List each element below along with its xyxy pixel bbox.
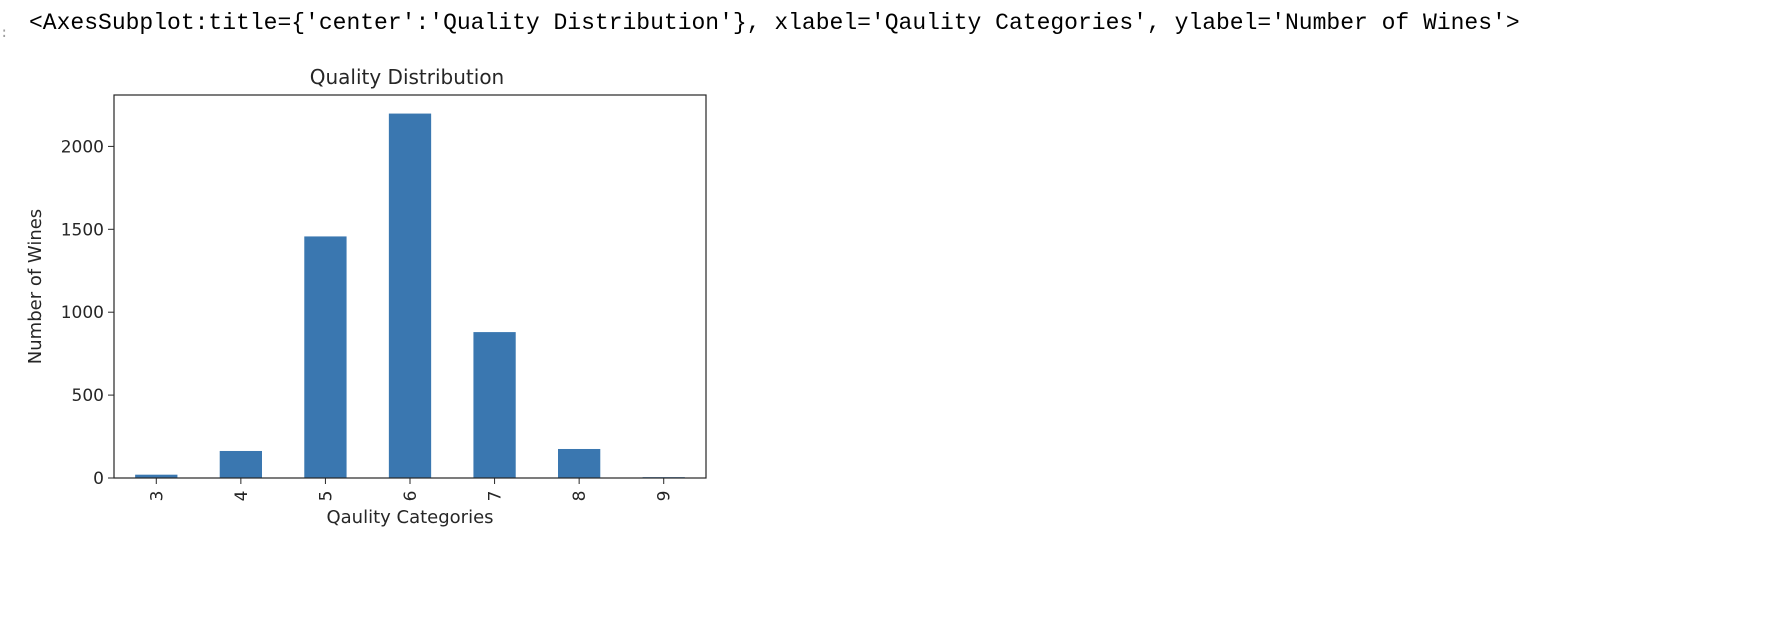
y-tick-label: 500	[72, 386, 104, 406]
bar-quality-8	[558, 448, 601, 478]
x-tick-label: 6	[401, 491, 421, 502]
bar-quality-6	[388, 113, 432, 478]
cell-prompt-marker: :	[0, 25, 9, 41]
y-axis-label: Number of Wines	[25, 209, 46, 364]
x-axis-label: Qaulity Categories	[326, 507, 493, 528]
y-axis: 0 500 1000 1500 2000	[61, 137, 114, 489]
x-tick-label: 9	[655, 491, 675, 502]
bar-quality-4	[219, 450, 262, 478]
y-tick-label: 1000	[61, 303, 104, 323]
bars-group	[135, 113, 685, 478]
x-tick-label: 3	[147, 491, 167, 502]
x-tick-label: 8	[570, 491, 590, 502]
chart-title: Quality Distribution	[310, 65, 505, 89]
bar-quality-7	[473, 332, 516, 478]
x-tick-label: 5	[316, 491, 336, 502]
y-tick-label: 0	[93, 469, 104, 489]
y-tick-label: 2000	[61, 137, 104, 157]
bar-quality-3	[135, 474, 178, 478]
x-axis: 3 4 5 6 7 8 9	[147, 478, 675, 502]
bar-chart: Quality Distribution 0 500 1000 1500 2000 3 4…	[25, 65, 707, 528]
x-tick-label: 7	[486, 491, 506, 502]
cell-output-text: <AxesSubplot:title={'center':'Quality Di…	[29, 10, 1520, 36]
y-tick-label: 1500	[61, 220, 104, 240]
x-tick-label: 4	[232, 491, 252, 502]
bar-quality-5	[304, 236, 347, 478]
axes-frame	[113, 94, 707, 479]
